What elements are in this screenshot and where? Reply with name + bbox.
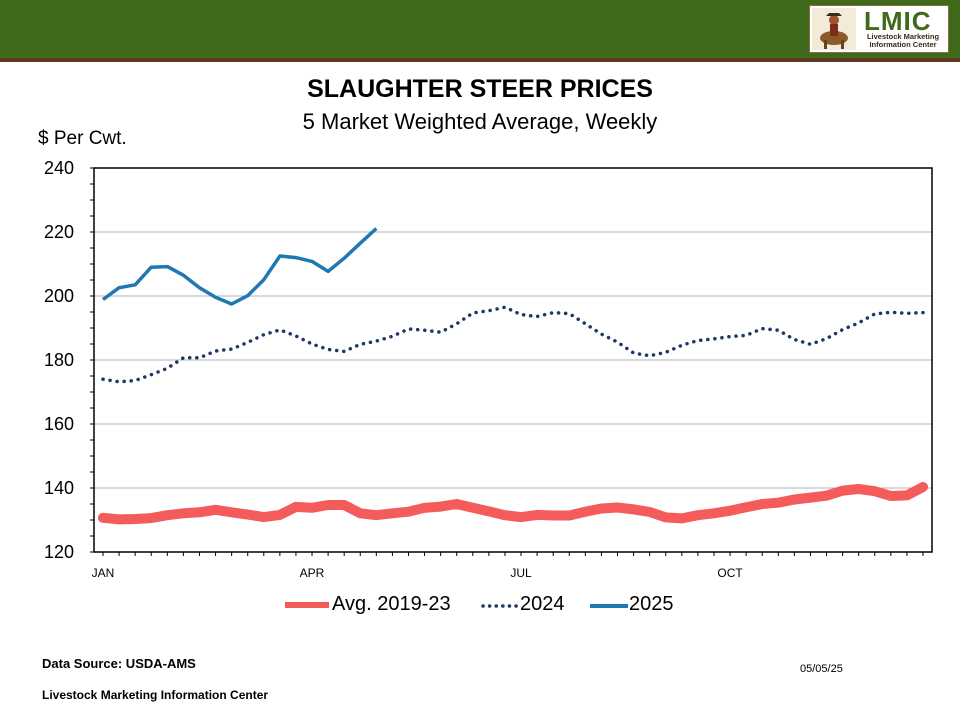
y-tick-label: 240 bbox=[44, 158, 74, 178]
legend-swatch-avg bbox=[285, 602, 329, 608]
x-tick-label: JUL bbox=[510, 566, 532, 580]
legend-label-2025: 2025 bbox=[629, 593, 674, 615]
footer-org: Livestock Marketing Information Center bbox=[42, 688, 269, 702]
axes: 120 140 160 180 200 220 240 JAN APR JUL OCT bbox=[44, 158, 933, 580]
header-bar: LMIC Livestock Marketing Information Cen… bbox=[0, 0, 960, 62]
lmic-logo: LMIC Livestock Marketing Information Cen… bbox=[809, 5, 949, 53]
y-tick-label: 160 bbox=[44, 414, 74, 434]
logo-subtitle: Livestock Marketing Information Center bbox=[866, 32, 940, 49]
logo-text: LMIC bbox=[864, 6, 932, 36]
line-chart: 120 140 160 180 200 220 240 JAN APR JUL OCT bbox=[44, 158, 933, 580]
gridlines bbox=[94, 231, 932, 489]
x-tick-label: APR bbox=[300, 566, 325, 580]
legend-swatch-2025 bbox=[590, 604, 628, 608]
y-tick-label: 140 bbox=[44, 478, 74, 498]
report-date: 05/05/25 bbox=[800, 663, 843, 675]
legend-swatch-2024 bbox=[481, 604, 521, 608]
series-line-2024 bbox=[101, 305, 925, 384]
legend-label-avg: Avg. 2019-23 bbox=[332, 593, 451, 615]
y-tick-label: 180 bbox=[44, 350, 74, 370]
data-source: Data Source: USDA-AMS bbox=[42, 656, 196, 671]
series-line-avg-2019-23 bbox=[98, 482, 928, 525]
legend-label-2024: 2024 bbox=[520, 593, 565, 615]
y-tick-label: 200 bbox=[44, 286, 74, 306]
cowboy-emblem-icon bbox=[812, 8, 856, 50]
chart-title: SLAUGHTER STEER PRICES bbox=[307, 75, 653, 103]
chart-legend: Avg. 2019-23 2024 2025 bbox=[0, 591, 960, 621]
x-tick-label: OCT bbox=[717, 566, 743, 580]
series-line-2025 bbox=[101, 227, 378, 306]
chart-subtitle: 5 Market Weighted Average, Weekly bbox=[302, 109, 658, 134]
y-tick-label: 120 bbox=[44, 542, 74, 562]
x-tick-label: JAN bbox=[92, 566, 115, 580]
y-axis-label: $ Per Cwt. bbox=[38, 128, 127, 149]
y-tick-label: 220 bbox=[44, 222, 74, 242]
